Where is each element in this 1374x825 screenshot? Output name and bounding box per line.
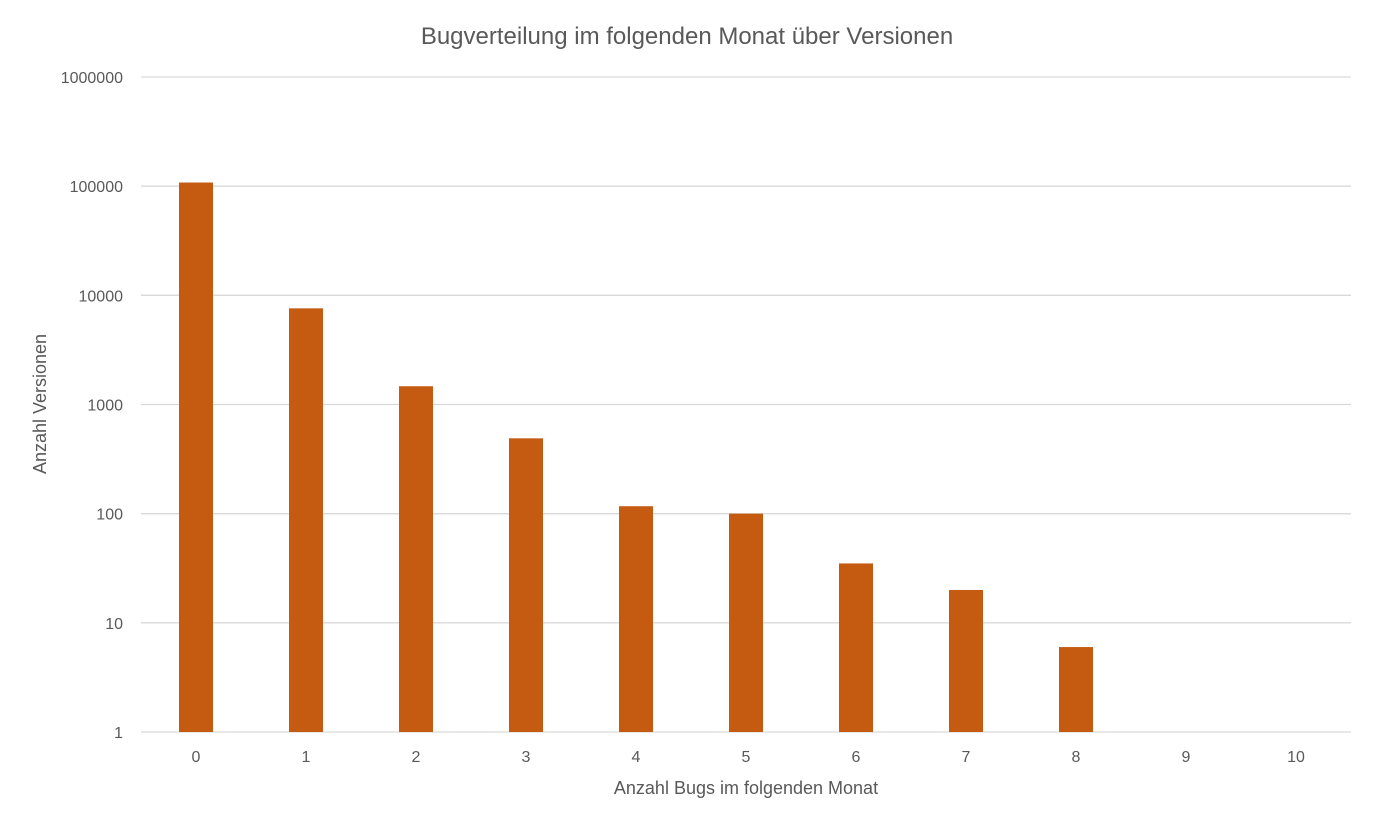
bar-6 xyxy=(839,563,873,732)
x-tick-label: 8 xyxy=(1072,749,1081,766)
y-tick-label: 10000 xyxy=(79,288,124,305)
bar-0 xyxy=(179,182,213,732)
y-tick-label: 1 xyxy=(114,725,123,742)
x-tick-label: 0 xyxy=(192,749,201,766)
bar-5 xyxy=(729,513,763,732)
bar-4 xyxy=(619,506,653,732)
y-tick-label: 10 xyxy=(105,616,123,633)
x-tick-label: 10 xyxy=(1287,749,1305,766)
x-axis-tick-labels: 0 1 2 3 4 5 6 7 8 9 10 xyxy=(192,749,1305,766)
bar-7 xyxy=(949,589,983,732)
y-axis-title: Anzahl Versionen xyxy=(30,334,50,474)
x-tick-label: 5 xyxy=(742,749,751,766)
x-tick-label: 6 xyxy=(852,749,861,766)
x-tick-label: 4 xyxy=(632,749,641,766)
chart-title: Bugverteilung im folgenden Monat über Ve… xyxy=(421,23,953,50)
x-tick-label: 9 xyxy=(1182,749,1191,766)
y-axis-tick-labels: 1 10 100 1000 10000 100000 1000000 xyxy=(61,70,123,742)
x-tick-label: 7 xyxy=(962,749,971,766)
x-tick-label: 2 xyxy=(412,749,421,766)
bar-2 xyxy=(399,386,433,732)
x-axis-title: Anzahl Bugs im folgenden Monat xyxy=(614,778,878,798)
y-tick-label: 1000000 xyxy=(61,70,123,87)
bars xyxy=(179,182,1093,732)
bar-3 xyxy=(509,438,543,732)
x-tick-label: 1 xyxy=(302,749,311,766)
y-tick-label: 100 xyxy=(96,507,123,524)
x-tick-label: 3 xyxy=(522,749,531,766)
y-tick-label: 1000 xyxy=(87,398,123,415)
y-tick-label: 100000 xyxy=(70,179,123,196)
bar-1 xyxy=(289,308,323,732)
bar-8 xyxy=(1059,647,1093,732)
